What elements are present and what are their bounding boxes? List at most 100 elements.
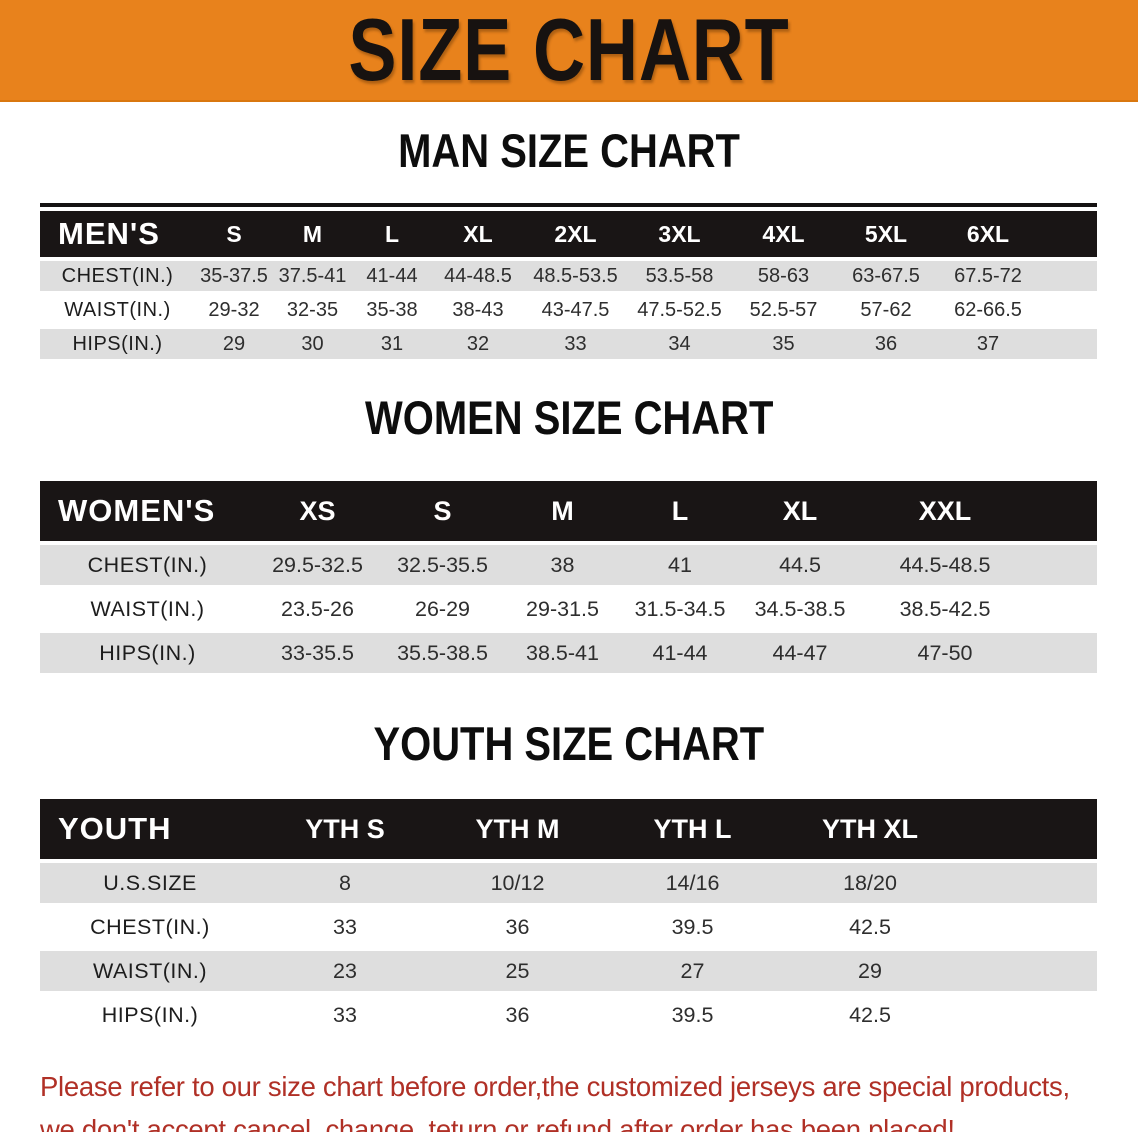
size-column-header: 2XL [524, 211, 627, 257]
size-value: 53.5-58 [627, 261, 732, 291]
size-value: 38.5-41 [505, 633, 620, 673]
size-value: 31 [352, 329, 432, 359]
size-column-header: YTH XL [780, 799, 960, 859]
size-column-header: XL [432, 211, 524, 257]
size-column-header: 6XL [937, 211, 1039, 257]
size-chart-banner: SIZE CHART [0, 0, 1138, 102]
size-value: 47-50 [860, 633, 1030, 673]
filler-cell [1030, 545, 1097, 585]
size-value: 26-29 [380, 589, 505, 629]
size-column-header: S [195, 211, 273, 257]
size-column-header: M [505, 481, 620, 541]
size-value: 33-35.5 [255, 633, 380, 673]
disclaimer-line-2: we don't accept cancel, change, teturn o… [40, 1114, 955, 1132]
row-label: CHEST(IN.) [40, 545, 255, 585]
table-title: MEN'S [40, 211, 195, 257]
size-value: 31.5-34.5 [620, 589, 740, 629]
row-label: HIPS(IN.) [40, 329, 195, 359]
size-value: 35 [732, 329, 835, 359]
men-heading-text: MAN SIZE CHART [398, 124, 740, 177]
size-value: 34 [627, 329, 732, 359]
disclaimer-line-1: Please refer to our size chart before or… [40, 1071, 1070, 1102]
size-value: 29.5-32.5 [255, 545, 380, 585]
row-label: HIPS(IN.) [40, 995, 260, 1035]
size-column-header: XS [255, 481, 380, 541]
size-value: 14/16 [605, 863, 780, 903]
size-value: 39.5 [605, 907, 780, 947]
size-column-header: YTH L [605, 799, 780, 859]
size-value: 35-37.5 [195, 261, 273, 291]
size-value: 29 [195, 329, 273, 359]
size-value: 38 [505, 545, 620, 585]
row-label: WAIST(IN.) [40, 295, 195, 325]
filler-cell [960, 907, 1097, 947]
row-label: WAIST(IN.) [40, 589, 255, 629]
size-column-header: 5XL [835, 211, 937, 257]
table-row: HIPS(IN.) 33-35.5 35.5-38.5 38.5-41 41-44 44-… [40, 633, 1097, 673]
row-label: CHEST(IN.) [40, 907, 260, 947]
table-header-row: YOUTH YTH S YTH M YTH L YTH XL [40, 799, 1097, 859]
size-value: 34.5-38.5 [740, 589, 860, 629]
table-row: WAIST(IN.) 23 25 27 29 [40, 951, 1097, 991]
size-value: 29-31.5 [505, 589, 620, 629]
size-value: 32-35 [273, 295, 352, 325]
size-value: 36 [430, 907, 605, 947]
size-value: 36 [835, 329, 937, 359]
size-value: 32 [432, 329, 524, 359]
size-value: 35.5-38.5 [380, 633, 505, 673]
youth-heading-text: YOUTH SIZE CHART [373, 717, 765, 770]
size-value: 44-48.5 [432, 261, 524, 291]
size-value: 62-66.5 [937, 295, 1039, 325]
size-value: 18/20 [780, 863, 960, 903]
size-column-header: S [380, 481, 505, 541]
size-value: 38-43 [432, 295, 524, 325]
size-column-header: L [352, 211, 432, 257]
size-column-header: M [273, 211, 352, 257]
size-value: 25 [430, 951, 605, 991]
size-value: 38.5-42.5 [860, 589, 1030, 629]
size-value: 44.5-48.5 [860, 545, 1030, 585]
size-column-header: XXL [860, 481, 1030, 541]
table-row: CHEST(IN.) 35-37.5 37.5-41 41-44 44-48.5 48.5… [40, 261, 1097, 291]
men-section-heading: MAN SIZE CHART [0, 127, 1138, 187]
size-value: 29 [780, 951, 960, 991]
size-column-header: 3XL [627, 211, 732, 257]
women-heading-text: WOMEN SIZE CHART [364, 391, 774, 444]
size-value: 36 [430, 995, 605, 1035]
size-value: 32.5-35.5 [380, 545, 505, 585]
size-value: 29-32 [195, 295, 273, 325]
filler-cell [1039, 295, 1097, 325]
size-value: 8 [260, 863, 430, 903]
filler-cell [1039, 261, 1097, 291]
filler-cell [960, 951, 1097, 991]
table-row: HIPS(IN.) 29 30 31 32 33 34 35 36 37 [40, 329, 1097, 359]
table-row: CHEST(IN.) 33 36 39.5 42.5 [40, 907, 1097, 947]
size-value: 33 [260, 907, 430, 947]
section-women: WOMEN SIZE CHART WOMEN'S XS S M L XL XXL CHEST… [0, 394, 1138, 677]
men-table-top-rule [40, 203, 1097, 207]
size-value: 47.5-52.5 [627, 295, 732, 325]
filler-cell [1030, 481, 1097, 541]
size-value: 23.5-26 [255, 589, 380, 629]
size-value: 33 [524, 329, 627, 359]
size-value: 10/12 [430, 863, 605, 903]
filler-cell [960, 863, 1097, 903]
size-column-header: YTH S [260, 799, 430, 859]
filler-cell [1030, 589, 1097, 629]
filler-cell [1039, 211, 1097, 257]
filler-cell [960, 995, 1097, 1035]
size-value: 48.5-53.5 [524, 261, 627, 291]
size-value: 27 [605, 951, 780, 991]
table-row: CHEST(IN.) 29.5-32.5 32.5-35.5 38 41 44.5 44.5… [40, 545, 1097, 585]
size-value: 44.5 [740, 545, 860, 585]
size-value: 63-67.5 [835, 261, 937, 291]
table-row: WAIST(IN.) 23.5-26 26-29 29-31.5 31.5-34.5 34… [40, 589, 1097, 629]
size-value: 52.5-57 [732, 295, 835, 325]
size-column-header: 4XL [732, 211, 835, 257]
size-value: 39.5 [605, 995, 780, 1035]
size-value: 37.5-41 [273, 261, 352, 291]
size-value: 41-44 [620, 633, 740, 673]
youth-size-table: YOUTH YTH S YTH M YTH L YTH XL U.S.SIZE 8 10/1… [40, 795, 1097, 1039]
size-value: 67.5-72 [937, 261, 1039, 291]
size-column-header: YTH M [430, 799, 605, 859]
